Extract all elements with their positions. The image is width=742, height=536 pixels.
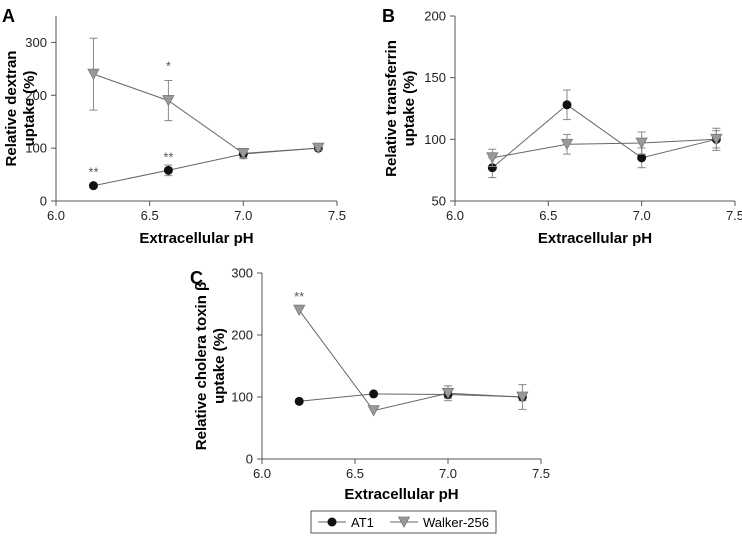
panel-a-y-tick-label: 200 (25, 88, 47, 103)
panel-c-walker256-line (298, 309, 523, 412)
legend-walker256-marker (397, 516, 411, 528)
panel-c-y-tick-label: 0 (246, 452, 253, 467)
panel-b-x-tick-label: 6.5 (539, 208, 557, 223)
panel-a-walker256-point (162, 95, 175, 107)
panel-c-letter: C (190, 268, 203, 288)
panel-b-series-walker256 (486, 127, 723, 167)
panel-c-y-tick-label: 100 (231, 390, 253, 405)
legend-at1-label: AT1 (351, 515, 374, 530)
panel-b: 50 100 150 200 6.0 6.5 7.0 7.5 B Extracellular pH… (382, 6, 742, 247)
panel-a-significance-mark: * (166, 58, 171, 73)
panel-b-walker256-point (635, 137, 648, 149)
panel-b-x-tick-label: 7.0 (633, 208, 651, 223)
panel-c-walker256-point (293, 304, 306, 317)
panel-b-at1-point (637, 153, 647, 163)
panel-c-at1-point (294, 396, 304, 406)
panel-c-series-at1 (294, 389, 527, 406)
panel-c-series-walker256 (293, 304, 529, 417)
panel-a-y-tick-label: 300 (25, 35, 47, 50)
panel-c-at1-line (299, 393, 523, 402)
panel-a-x-tick-label: 7.5 (328, 208, 346, 223)
panel-a-significance-mark: ** (163, 149, 173, 164)
legend-walker256-label: Walker-256 (423, 515, 489, 530)
panel-b-y-axis-title: Relative transferrinuptake (%) (383, 40, 418, 177)
panel-b-x-axis-title: Extracellular pH (538, 230, 652, 247)
panel-b-y-axis-title-line: Relative transferrin (383, 40, 400, 177)
panel-b-y-axis-title-line: uptake (%) (401, 71, 418, 147)
panel-b-walker256-point (560, 138, 574, 151)
panel-c-walker256-point (367, 405, 380, 417)
panel-b-x-tick-label: 7.5 (726, 208, 742, 223)
panel-a-x-tick-label: 6.5 (141, 208, 159, 223)
panel-a-significance-mark: ** (88, 165, 98, 180)
panel-a-walker256-point (312, 142, 325, 154)
panel-a-y-axis-title-line: Relative dextran (3, 51, 20, 167)
panel-a-y-tick-label: 0 (40, 194, 47, 209)
panel-c-y-axis-title-line: Relative cholera toxin β (193, 282, 210, 450)
panel-c: 0 100 200 300 6.0 6.5 7.0 7.5 C Extracellular pH R… (190, 266, 550, 504)
panel-b-series-at1 (487, 89, 721, 179)
panel-b-y-tick-label: 150 (424, 70, 446, 85)
panel-a-walker256-line (93, 73, 319, 154)
panel-c-y-axis-title: Relative cholera toxin βuptake (%) (193, 282, 228, 450)
legend: AT1 Walker-256 (310, 510, 497, 534)
panel-a-at1-line (93, 147, 319, 187)
panel-b-walker256-line (492, 138, 717, 159)
panel-a-walker256-point (237, 148, 250, 160)
panel-a-series-walker256 (87, 37, 325, 160)
panel-c-x-tick-label: 6.0 (253, 466, 271, 481)
panel-a-at1-point (163, 165, 173, 175)
panel-c-significance-mark: ** (294, 289, 304, 304)
panel-b-at1-point (562, 100, 572, 110)
panel-c-x-tick-label: 7.5 (532, 466, 550, 481)
panel-b-y-tick-label: 200 (424, 9, 446, 24)
panel-a: 0 100 200 300 6.0 6.5 7.0 7.5 A Extracellular pH R… (2, 6, 346, 247)
panel-a-at1-point (88, 181, 98, 191)
panel-c-x-axis-title: Extracellular pH (344, 486, 458, 503)
panel-c-x-tick-label: 6.5 (346, 466, 364, 481)
panel-c-x-tick-label: 7.0 (439, 466, 457, 481)
panel-a-y-axis-title-line: uptake (%) (21, 71, 38, 147)
panel-a-walker256-point (87, 68, 100, 80)
panel-c-walker256-point (516, 391, 529, 403)
panel-c-y-axis-title-line: uptake (%) (211, 328, 228, 404)
legend-at1-marker (327, 517, 337, 527)
panel-c-at1-point (369, 389, 379, 399)
panel-a-x-tick-label: 7.0 (234, 208, 252, 223)
panel-a-letter: A (2, 6, 15, 26)
panel-b-at1-line (491, 104, 717, 169)
panel-b-walker256-point (710, 133, 723, 146)
panel-b-x-tick-label: 6.0 (446, 208, 464, 223)
panel-c-y-tick-label: 200 (231, 328, 253, 343)
panels: 0 100 200 300 6.0 6.5 7.0 7.5 A Extracellular pH R… (2, 6, 742, 503)
panel-c-y-tick-label: 300 (231, 266, 253, 281)
panel-c-walker256-point (441, 387, 455, 400)
panel-a-x-axis-title: Extracellular pH (139, 230, 253, 247)
panel-b-y-tick-label: 100 (424, 132, 446, 147)
panel-a-y-axis-title: Relative dextranuptake (%) (3, 51, 38, 167)
panel-a-x-tick-label: 6.0 (47, 208, 65, 223)
panel-b-y-tick-label: 50 (432, 194, 446, 209)
panel-a-y-tick-label: 100 (25, 141, 47, 156)
panel-b-walker256-point (486, 152, 499, 164)
panel-b-letter: B (382, 6, 395, 26)
panel-b-at1-point (487, 163, 497, 173)
